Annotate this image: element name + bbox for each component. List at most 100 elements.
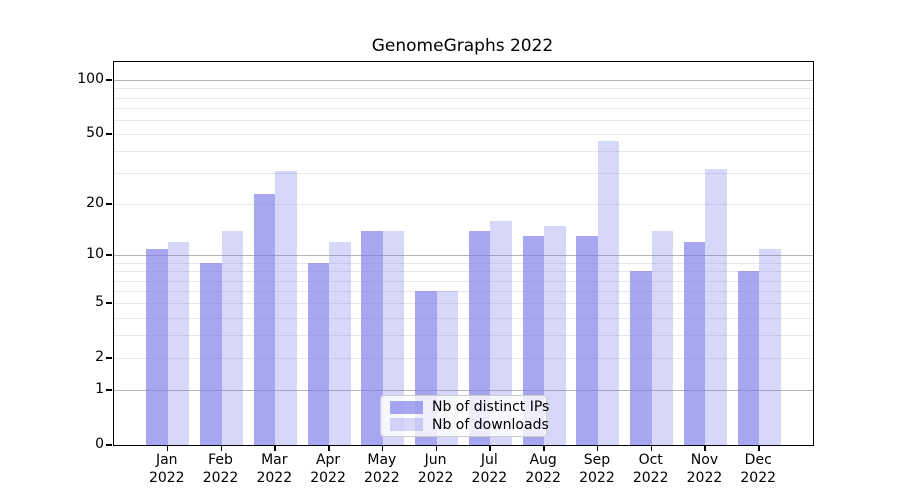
bar-jan-distinct-ips	[146, 248, 168, 445]
minor-gridline	[114, 280, 813, 282]
legend-item-downloads: Nb of downloads	[390, 417, 549, 433]
chart-title: GenomeGraphs 2022	[371, 36, 554, 56]
minor-gridline	[114, 173, 813, 175]
x-tick-label: Aug 2022	[498, 451, 588, 487]
x-tick-label: Sep 2022	[552, 451, 642, 487]
year-label: 2022	[148, 470, 185, 486]
minor-gridline	[114, 88, 813, 90]
minor-gridline	[114, 119, 813, 121]
y-tick-label: 20	[86, 195, 104, 212]
year-label: 2022	[471, 470, 508, 486]
y-tick	[106, 389, 112, 391]
month-label: Sep	[583, 452, 611, 468]
minor-gridline	[114, 204, 813, 206]
year-label: 2022	[632, 470, 669, 486]
y-tick	[106, 357, 112, 359]
x-tick	[435, 446, 438, 451]
x-tick	[650, 446, 653, 451]
y-tick-label: 10	[86, 246, 104, 263]
bar-may-distinct-ips	[361, 230, 383, 445]
x-tick	[489, 446, 491, 451]
x-tick-label: May 2022	[337, 451, 427, 487]
x-tick-label: Oct 2022	[606, 451, 696, 487]
x-tick-label: Nov 2022	[659, 451, 749, 487]
legend-item-distinct-ips: Nb of distinct IPs	[390, 399, 549, 415]
bar-jul-downloads	[490, 220, 512, 445]
year-label: 2022	[364, 470, 400, 486]
y-tick-label: 100	[77, 71, 104, 88]
x-tick	[543, 446, 545, 451]
minor-gridline	[114, 97, 813, 99]
x-tick-label: Jul 2022	[444, 451, 534, 487]
x-tick	[220, 446, 223, 451]
legend: Nb of distinct IPs Nb of downloads	[380, 395, 549, 437]
year-label: 2022	[525, 470, 561, 486]
decade-gridline	[114, 80, 813, 82]
year-label: 2022	[686, 470, 723, 486]
month-label: Jul	[480, 452, 498, 468]
month-label: Apr	[315, 452, 341, 468]
x-tick-label: Jun 2022	[391, 451, 481, 487]
x-tick	[596, 446, 599, 451]
x-tick-label: Dec 2022	[713, 451, 803, 487]
legend-label-distinct-ips: Nb of distinct IPs	[432, 399, 550, 416]
minor-gridline	[114, 271, 813, 273]
year-label: 2022	[202, 470, 239, 486]
x-tick-label: Apr 2022	[283, 451, 373, 487]
y-tick-label: 2	[95, 349, 104, 366]
bar-oct-distinct-ips	[630, 271, 652, 445]
bar-dec-downloads	[759, 248, 781, 445]
minor-gridline	[114, 262, 813, 264]
plot-area	[113, 61, 814, 446]
minor-gridline	[114, 291, 813, 293]
bar-mar-distinct-ips	[253, 193, 276, 445]
x-tick	[274, 446, 276, 451]
x-tick-label: Mar 2022	[229, 451, 319, 487]
bar-apr-downloads	[329, 242, 351, 445]
month-label: Feb	[208, 452, 233, 468]
month-label: Aug	[529, 452, 557, 468]
x-tick	[328, 446, 330, 451]
month-label: Oct	[638, 452, 663, 468]
month-label: May	[367, 452, 397, 468]
x-tick	[381, 446, 384, 451]
y-tick	[106, 79, 112, 81]
decade-gridline	[114, 390, 813, 392]
y-tick	[106, 444, 112, 446]
x-tick	[758, 446, 760, 451]
x-tick-label: Jan 2022	[122, 451, 212, 487]
y-tick	[106, 254, 112, 256]
minor-gridline	[114, 358, 813, 360]
bar-apr-distinct-ips	[307, 262, 330, 445]
month-label: Jun	[424, 452, 447, 468]
bar-nov-distinct-ips	[683, 242, 706, 445]
minor-gridline	[114, 317, 813, 319]
legend-swatch-distinct-ips	[390, 400, 423, 414]
year-label: 2022	[256, 470, 293, 486]
bar-mar-downloads	[275, 170, 297, 445]
month-label: Mar	[261, 452, 288, 468]
minor-gridline	[114, 303, 813, 305]
bar-feb-downloads	[221, 230, 244, 445]
bar-nov-downloads	[705, 168, 727, 445]
x-tick	[704, 446, 706, 451]
x-tick-label: Feb 2022	[176, 451, 266, 487]
bar-jan-downloads	[167, 242, 190, 445]
minor-gridline	[114, 151, 813, 153]
bar-dec-distinct-ips	[737, 271, 760, 445]
y-tick-label: 5	[95, 294, 104, 311]
y-tick-label: 50	[86, 125, 104, 142]
year-label: 2022	[310, 470, 346, 486]
legend-swatch-downloads	[390, 418, 423, 432]
month-label: Dec	[744, 452, 772, 468]
y-tick	[106, 203, 112, 205]
y-tick-label: 1	[95, 381, 104, 398]
bar-sep-downloads	[597, 140, 620, 445]
y-tick-label: 0	[95, 436, 104, 452]
bar-aug-distinct-ips	[522, 236, 545, 445]
bar-feb-distinct-ips	[200, 262, 222, 445]
minor-gridline	[114, 134, 813, 136]
x-tick	[166, 446, 169, 451]
bar-may-downloads	[382, 230, 405, 445]
bar-jul-distinct-ips	[468, 230, 491, 445]
